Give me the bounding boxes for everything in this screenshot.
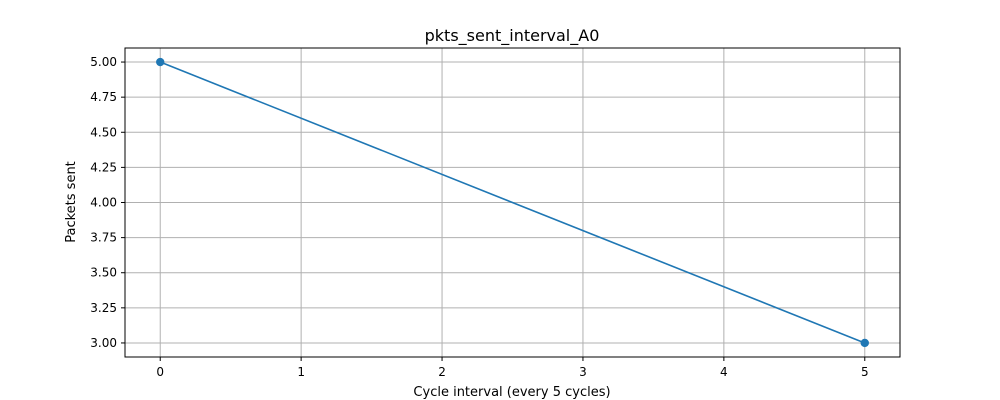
x-tick-label: 2 (438, 365, 446, 379)
series-line (159, 61, 866, 344)
y-tick-label: 3.75 (90, 231, 117, 245)
x-tick-label: 3 (579, 365, 587, 379)
data-point (156, 57, 165, 67)
y-tick-label: 3.50 (90, 266, 117, 280)
ticks: 0 1 2 3 4 5 3.00 3.25 3.50 3.75 4.00 4.25 4.50 4.75 5.… (90, 55, 868, 379)
y-tick-label: 4.75 (90, 90, 117, 104)
y-tick-label: 4.50 (90, 125, 117, 139)
y-tick-label: 3.25 (90, 301, 117, 315)
y-tick-label: 5.00 (90, 55, 117, 69)
y-tick-label: 4.00 (90, 196, 117, 210)
x-tick-label: 5 (861, 365, 869, 379)
series-layer (156, 57, 869, 348)
grid-lines (125, 48, 900, 357)
chart-title: pkts_sent_interval_A0 (425, 26, 600, 46)
data-point (860, 338, 869, 348)
x-tick-label: 4 (720, 365, 728, 379)
y-tick-label: 3.00 (90, 336, 117, 350)
y-axis-label: Packets sent (64, 161, 79, 243)
y-tick-label: 4.25 (90, 160, 117, 174)
x-tick-label: 1 (297, 365, 305, 379)
x-tick-label: 0 (156, 365, 164, 379)
x-axis-label: Cycle interval (every 5 cycles) (413, 385, 610, 400)
